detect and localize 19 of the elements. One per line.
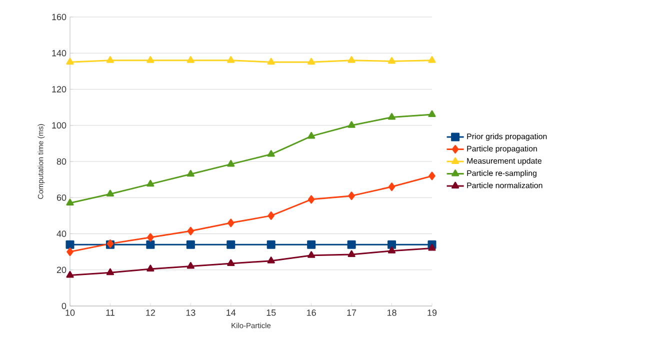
x-tick-label: 11	[106, 310, 114, 316]
x-tick-label: 18	[387, 310, 396, 316]
x-tick-label: 12	[146, 310, 155, 316]
x-tick-label: 14	[226, 310, 236, 316]
x-tick-label: 17	[347, 310, 356, 316]
x-tick-label: 16	[307, 310, 316, 316]
y-tick-label: 20	[56, 266, 66, 274]
y-tick-label: 100	[52, 122, 66, 129]
x-tick-label: 10	[66, 310, 75, 316]
y-tick-label: 160	[52, 14, 66, 20]
y-tick-label: 40	[56, 230, 66, 237]
x-tick-label: 19	[428, 310, 437, 316]
x-tick-label: 15	[266, 310, 276, 316]
y-tick-label: 140	[52, 50, 66, 56]
y-tick-label: 60	[56, 194, 66, 201]
x-tick-label: 13	[186, 310, 196, 316]
y-tick-label: 80	[56, 158, 66, 165]
y-tick-label: 120	[52, 86, 66, 92]
y-tick-label: 0	[62, 302, 66, 310]
